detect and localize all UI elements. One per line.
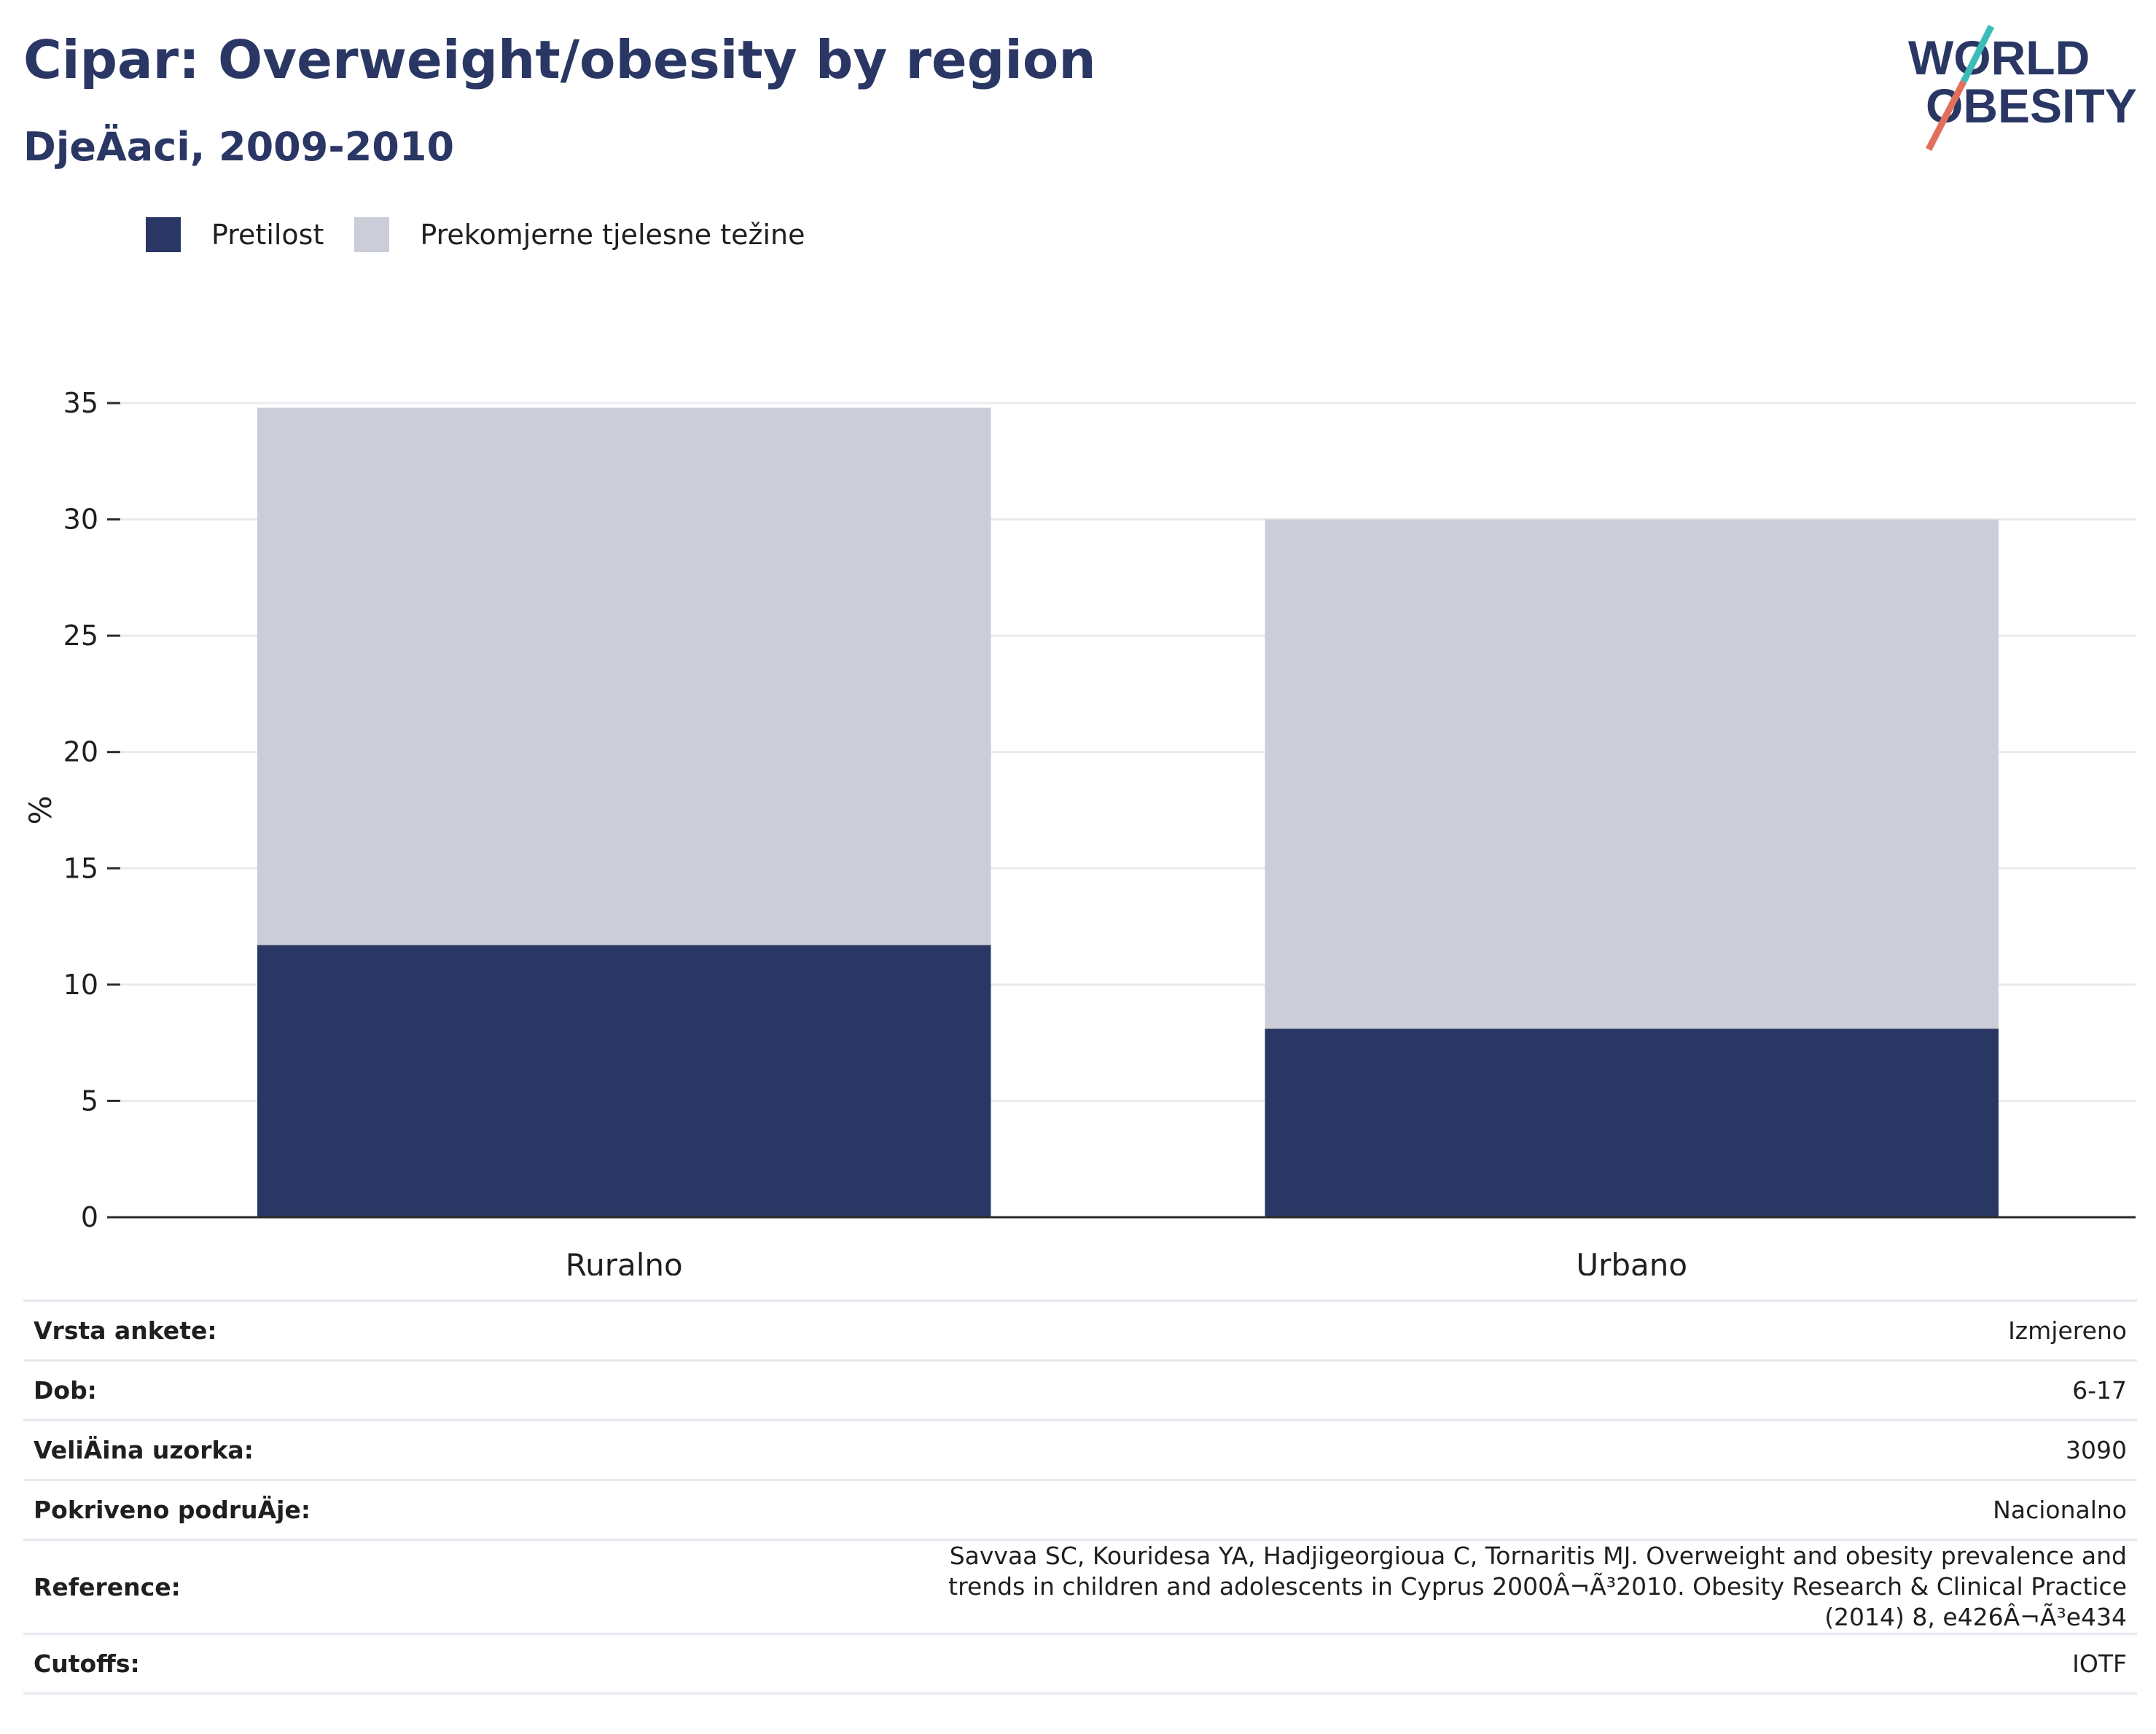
- legend-label-obesity: Pretilost: [211, 219, 324, 251]
- info-row: Dob: 6-17: [23, 1359, 2137, 1421]
- info-label: Dob:: [23, 1359, 321, 1421]
- bar-chart: 0 5 10 15 20 25 30 35% Ruralno Urbano: [23, 387, 2136, 1276]
- world-obesity-logo: WORLD OBESITY: [1908, 24, 2137, 152]
- y-tick-label: 35: [63, 387, 98, 419]
- y-tick-label: 30: [63, 504, 98, 536]
- logo-line1: WORLD: [1908, 31, 2090, 85]
- x-tick-label: Ruralno: [566, 1247, 683, 1276]
- info-label: Reference:: [23, 1539, 321, 1635]
- info-label: Pokriveno podruÄje:: [23, 1479, 321, 1541]
- legend-swatch-overweight: [354, 217, 390, 252]
- info-value: Izmjereno: [321, 1300, 2137, 1362]
- legend-label-overweight: Prekomjerne tjelesne težine: [420, 219, 805, 251]
- y-tick-label: 25: [63, 620, 98, 652]
- survey-info-table: Vrsta ankete: Izmjereno Dob: 6-17 VeliÄina u…: [23, 1300, 2137, 1695]
- info-value: 3090: [321, 1419, 2137, 1481]
- info-value: 6-17: [321, 1359, 2137, 1421]
- y-tick-label: 15: [63, 852, 98, 884]
- y-tick-label: 0: [81, 1201, 98, 1233]
- info-value: IOTF: [321, 1633, 2137, 1695]
- legend-item-overweight[interactable]: Prekomjerne tjelesne težine: [354, 217, 805, 252]
- info-value: Nacionalno: [321, 1479, 2137, 1541]
- info-row: Reference: Savvaa SC, Kouridesa YA, Hadji…: [23, 1539, 2137, 1635]
- x-tick-label: Urbano: [1576, 1247, 1687, 1276]
- bar-overweight-urbano: [1265, 519, 1999, 1029]
- y-tick-label: 10: [63, 969, 98, 1001]
- info-row: Cutoffs: IOTF: [23, 1633, 2137, 1695]
- y-axis-label: %: [23, 796, 58, 825]
- legend-swatch-obesity: [146, 217, 181, 252]
- info-row: Vrsta ankete: Izmjereno: [23, 1300, 2137, 1362]
- chart-title: Cipar: Overweight/obesity by region: [23, 29, 1096, 90]
- info-row: VeliÄina uzorka: 3090: [23, 1419, 2137, 1481]
- info-label: Cutoffs:: [23, 1633, 321, 1695]
- bar-obesity-urbano: [1265, 1028, 1999, 1217]
- logo-slash-teal: [1960, 24, 1995, 84]
- y-tick-label: 5: [81, 1085, 98, 1117]
- chart-legend: Pretilost Prekomjerne tjelesne težine: [146, 213, 836, 257]
- bar-overweight-ruralno: [257, 407, 991, 945]
- info-value: Savvaa SC, Kouridesa YA, Hadjigeorgioua …: [321, 1539, 2137, 1635]
- chart-subtitle: DjeÄaci, 2009-2010: [23, 124, 455, 170]
- logo-slash-coral: [1926, 79, 1966, 152]
- y-tick-label: 20: [63, 736, 98, 768]
- info-label: Vrsta ankete:: [23, 1300, 321, 1362]
- info-label: VeliÄina uzorka:: [23, 1419, 321, 1481]
- info-row: Pokriveno podruÄje: Nacionalno: [23, 1479, 2137, 1541]
- legend-item-obesity[interactable]: Pretilost: [146, 217, 324, 252]
- bar-obesity-ruralno: [257, 945, 991, 1217]
